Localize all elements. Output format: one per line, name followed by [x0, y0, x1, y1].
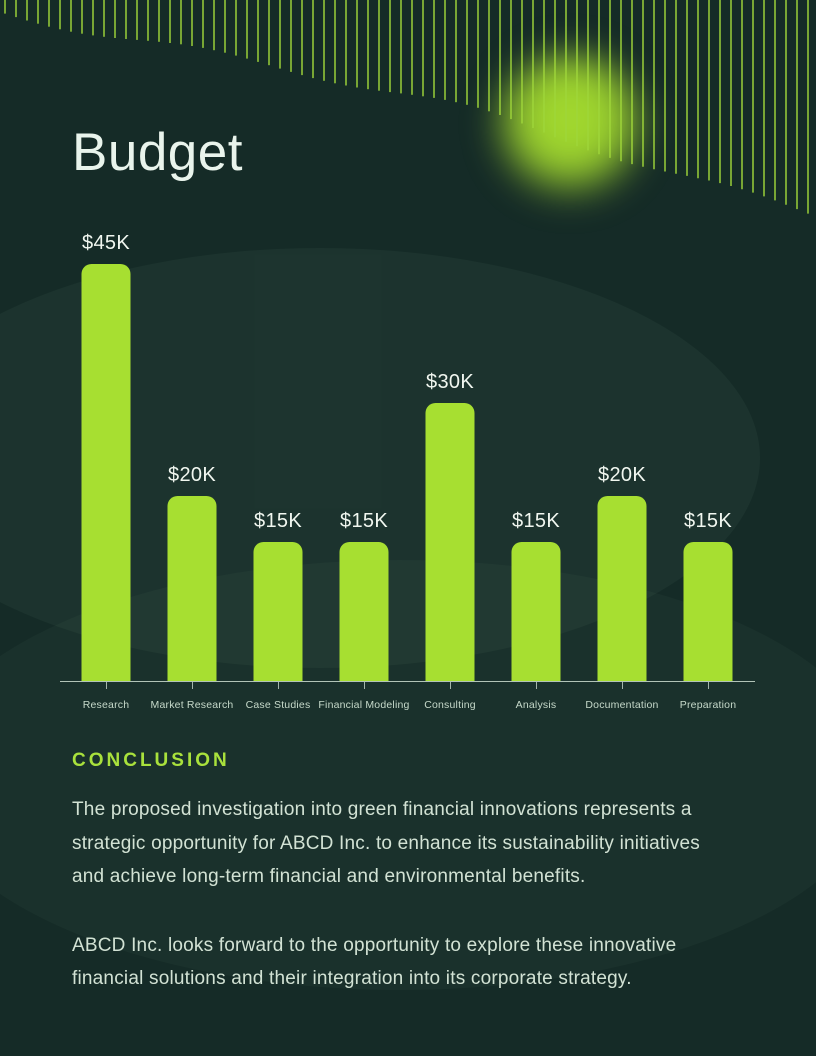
bar-value-label: $15K [340, 510, 388, 532]
bar-value-label: $15K [512, 510, 560, 532]
axis-tick [450, 682, 451, 689]
axis-tick [192, 682, 193, 689]
axis-tick [708, 682, 709, 689]
chart-column: $20K Documentation [579, 240, 665, 711]
conclusion-paragraph-1: The proposed investigation into green fi… [72, 799, 700, 887]
conclusion-paragraph-2: ABCD Inc. looks forward to the opportuni… [72, 934, 677, 990]
chart-bar [81, 264, 131, 681]
chart-bar [339, 542, 389, 681]
axis-tick [278, 682, 279, 689]
chart-column: $15K Analysis [493, 240, 579, 711]
bar-value-label: $15K [684, 510, 732, 532]
chart-bar [511, 542, 561, 681]
bar-value-label: $20K [598, 464, 646, 486]
axis-tick [622, 682, 623, 689]
x-axis-line [60, 681, 755, 682]
page-title: Budget [72, 123, 243, 182]
chart-bar [683, 542, 733, 681]
bar-value-label: $15K [254, 510, 302, 532]
chart-bar [167, 496, 217, 681]
conclusion-section: CONCLUSION The proposed investigation in… [72, 750, 752, 996]
bar-value-label: $45K [82, 232, 130, 254]
axis-category-label: Market Research [150, 699, 234, 711]
chart-column: $15K Financial Modeling [318, 240, 409, 711]
axis-category-label: Analysis [515, 699, 557, 711]
background-ellipse [0, 560, 816, 990]
chart-column: $15K Preparation [665, 240, 751, 711]
axis-category-label: Research [82, 699, 130, 711]
budget-bar-chart: $45K Research $20K Market Research $15K Case … [60, 232, 755, 711]
axis-tick [364, 682, 365, 689]
chart-column: $45K Research [63, 232, 149, 711]
chart-column: $30K Consulting [407, 240, 493, 711]
axis-category-label: Case Studies [245, 699, 311, 711]
chart-columns: $45K Research $20K Market Research $15K Case … [63, 232, 751, 711]
chart-column: $20K Market Research [149, 240, 235, 711]
axis-tick [536, 682, 537, 689]
chart-column: $15K Case Studies [235, 240, 321, 711]
bar-value-label: $20K [168, 464, 216, 486]
axis-category-label: Preparation [679, 699, 737, 711]
axis-category-label: Consulting [424, 699, 476, 711]
axis-category-label: Documentation [585, 699, 659, 711]
chart-bar [425, 403, 475, 681]
chart-bar [253, 542, 303, 681]
green-glow-blob [492, 48, 648, 206]
bar-value-label: $30K [426, 371, 474, 393]
conclusion-heading: CONCLUSION [72, 750, 230, 771]
axis-tick [106, 682, 107, 689]
chart-bar [597, 496, 647, 681]
axis-category-label: Financial Modeling [318, 699, 410, 711]
